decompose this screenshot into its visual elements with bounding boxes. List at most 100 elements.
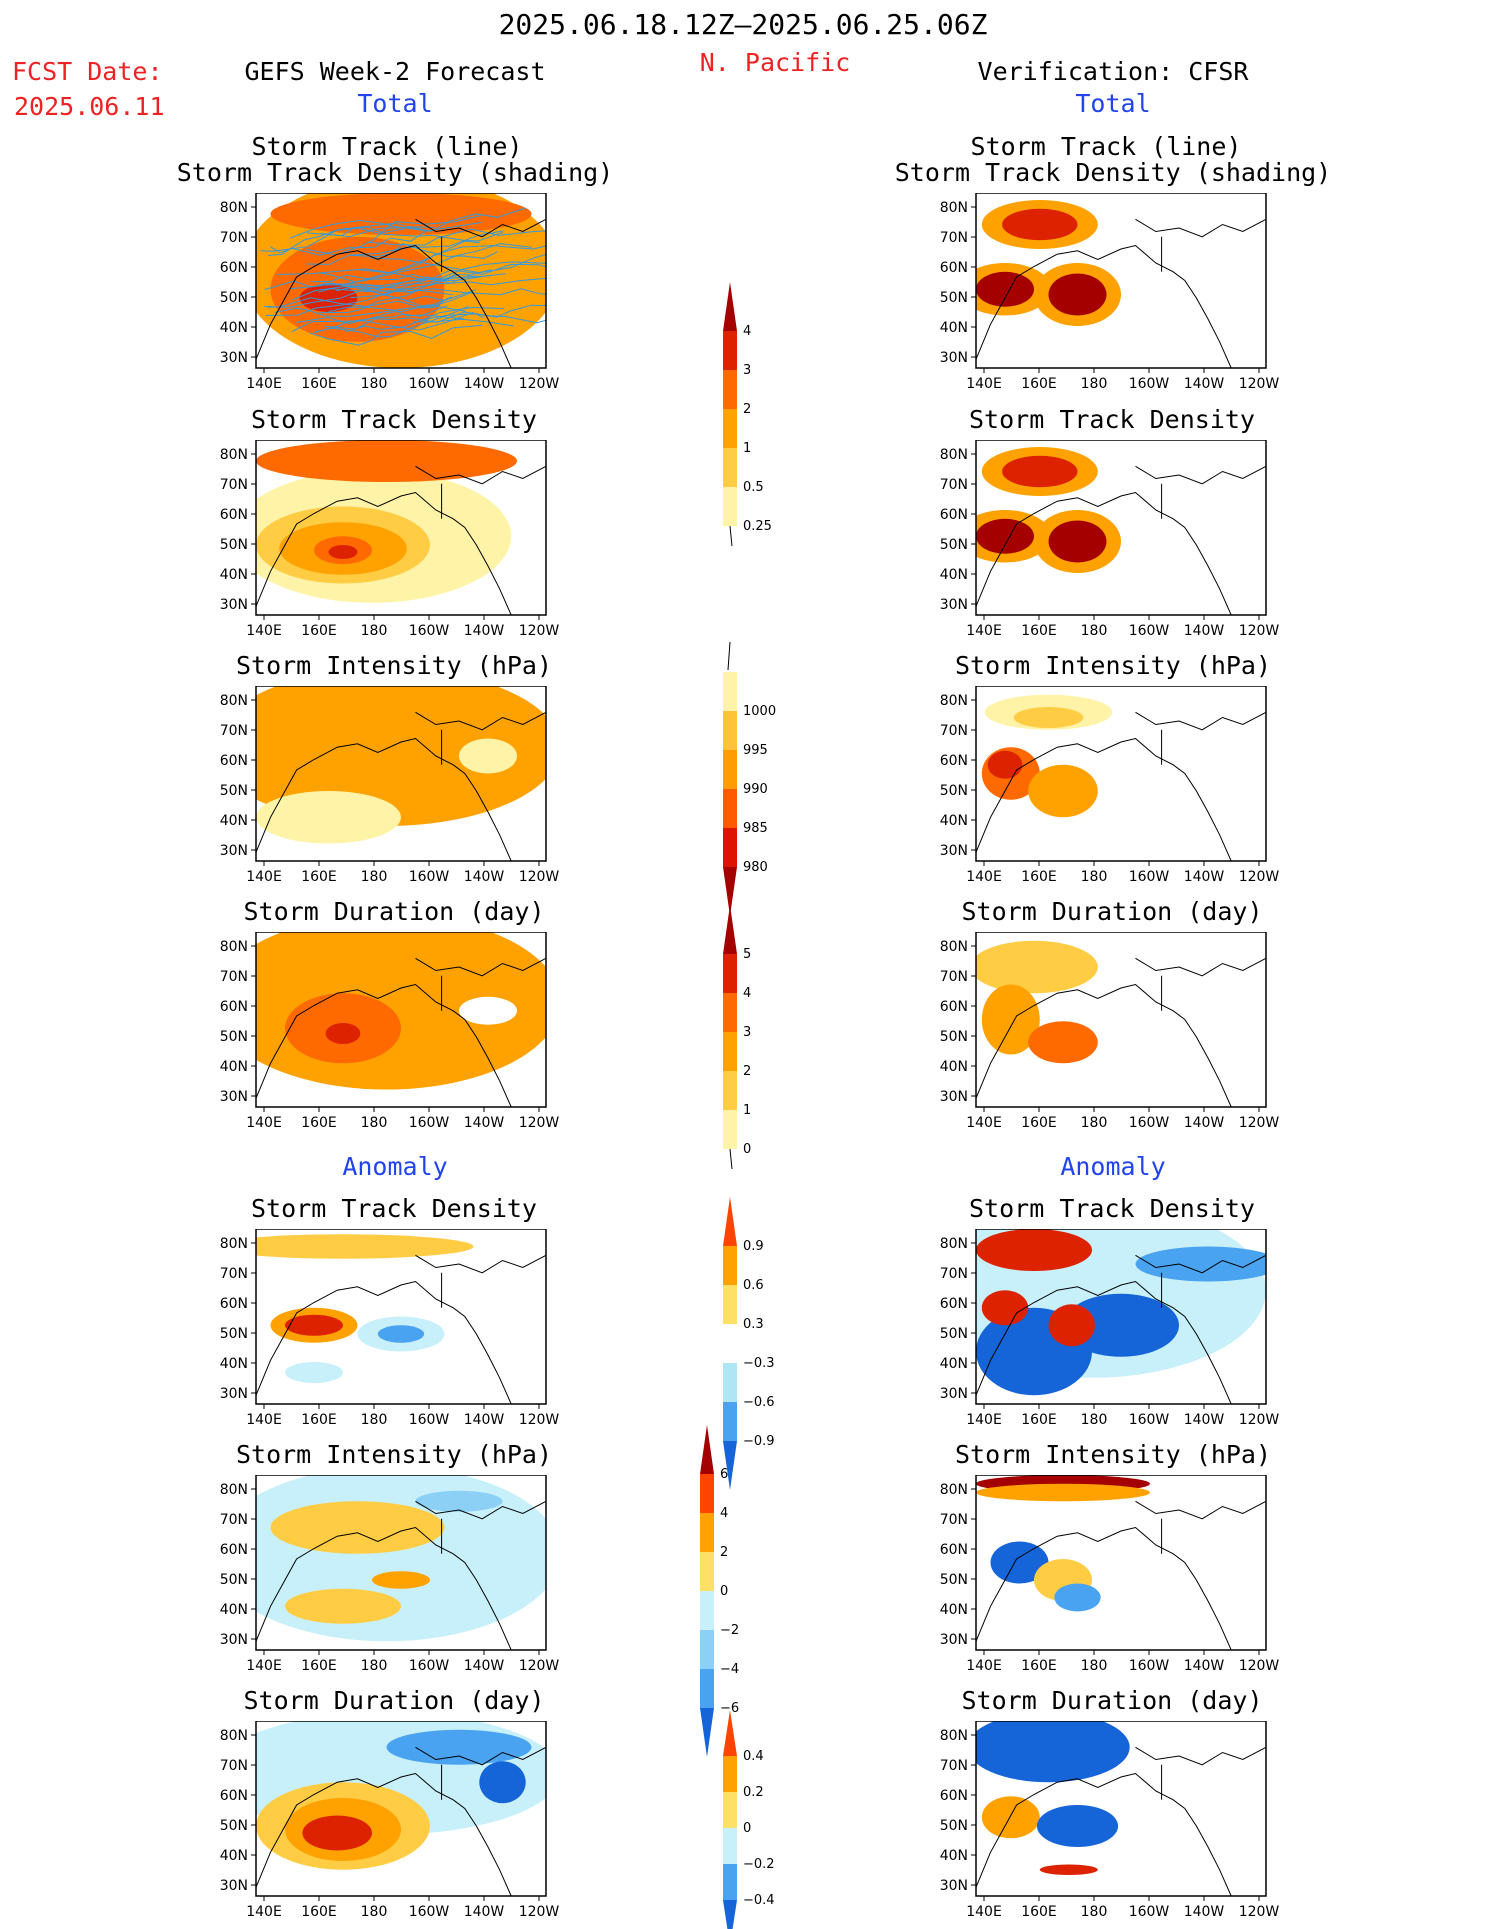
lon-tick-label: 180 (1081, 376, 1108, 392)
lon-tick-label: 160E (1021, 1412, 1057, 1428)
colorbar-swatch (723, 789, 737, 828)
lon-tick-label: 160E (1021, 869, 1057, 885)
map-panel-r3: 80N 70N 60N 50N 40N 30N 140E 160E 180 160W 140W 120… (916, 686, 1286, 891)
shading-region (982, 1796, 1040, 1838)
lat-tick-label: 50N (220, 783, 248, 799)
lon-tick-label: 160E (301, 376, 337, 392)
shading-region (1049, 1304, 1095, 1346)
lat-tick-label: 70N (220, 1266, 248, 1282)
lat-tick-label: 30N (220, 350, 248, 366)
date-range-title: 2025.06.18.12Z–2025.06.25.06Z (499, 8, 988, 41)
lat-tick-label: 30N (220, 843, 248, 859)
lon-tick-label: 180 (1081, 1115, 1108, 1131)
lon-tick-label: 120W (519, 869, 560, 885)
shading-region (459, 997, 517, 1025)
lat-tick-label: 40N (940, 1059, 968, 1075)
colorbar-label: −0.3 (743, 1356, 775, 1371)
lat-tick-label: 70N (220, 1758, 248, 1774)
colorbar-swatch (723, 409, 737, 448)
colorbar-swatch (700, 1708, 714, 1757)
lat-tick-label: 60N (220, 1542, 248, 1558)
shading-region (387, 1730, 532, 1765)
panel-title-l5: Storm Track Density (251, 1194, 537, 1223)
lon-tick-label: 160E (301, 1904, 337, 1920)
lat-tick-label: 80N (940, 1482, 968, 1498)
lon-tick-label: 140E (966, 1412, 1002, 1428)
colorbar-swatch (723, 672, 737, 711)
panel-title-l4: Storm Duration (day) (243, 897, 544, 926)
lat-tick-label: 60N (940, 1296, 968, 1312)
lat-tick-label: 50N (940, 1818, 968, 1834)
lat-tick-label: 80N (220, 1728, 248, 1744)
lat-tick-label: 80N (220, 939, 248, 955)
colorbar-swatch (723, 1246, 737, 1285)
lon-tick-label: 160W (409, 869, 450, 885)
colorbar-label: 6 (720, 1467, 728, 1482)
panel-title-r5: Storm Track Density (969, 1194, 1255, 1223)
shading-region (372, 1571, 430, 1589)
colorbar-label: 3 (743, 363, 751, 378)
lat-tick-label: 50N (940, 1326, 968, 1342)
panel-title-l1a: Storm Track (line) (252, 132, 523, 161)
colorbar-swatch (723, 954, 737, 993)
lon-tick-label: 160W (409, 1115, 450, 1131)
shading-region (1014, 707, 1084, 728)
shading-region (285, 1362, 343, 1383)
shading-region (256, 440, 517, 482)
panel-title-r1b: Storm Track Density (shading) (895, 158, 1332, 187)
colorbar-swatch (700, 1591, 714, 1630)
panel-title-l7: Storm Duration (day) (243, 1686, 544, 1715)
lon-tick-label: 140E (246, 1904, 282, 1920)
map-panel-r6: 80N 70N 60N 50N 40N 30N 140E 160E 180 160W 140W 120… (916, 1475, 1286, 1680)
lon-tick-label: 160W (1129, 1115, 1170, 1131)
lat-tick-label: 50N (220, 1572, 248, 1588)
colorbar-label: 2 (720, 1545, 728, 1560)
lat-tick-label: 50N (220, 1818, 248, 1834)
map-panel-l3: 80N 70N 60N 50N 40N 30N 140E 160E 180 160W 140W 120… (196, 686, 566, 891)
lat-tick-label: 40N (220, 1356, 248, 1372)
colorbar-intensity-total: 1000 995 990 985 980 (723, 642, 783, 896)
lat-tick-label: 70N (940, 1266, 968, 1282)
colorbar-duration-total: 543210 (723, 885, 783, 1179)
lon-tick-label: 180 (361, 1412, 388, 1428)
lon-tick-label: 120W (1239, 1412, 1280, 1428)
colorbar-swatch (700, 1513, 714, 1552)
colorbar-swatch (700, 1630, 714, 1669)
lon-tick-label: 140W (464, 623, 505, 639)
lat-tick-label: 60N (220, 507, 248, 523)
lon-tick-label: 160W (1129, 1412, 1170, 1428)
lon-tick-label: 120W (1239, 869, 1280, 885)
colorbar-swatch (723, 370, 737, 409)
colorbar-swatch (723, 1285, 737, 1324)
lat-tick-label: 50N (940, 783, 968, 799)
colorbar-density-total: 4 3 2 1 0.5 0.25 (723, 262, 783, 556)
lat-tick-label: 30N (220, 597, 248, 613)
fcst-date-value: 2025.06.11 (14, 92, 165, 121)
colorbar-swatch (723, 711, 737, 750)
lon-tick-label: 140E (246, 623, 282, 639)
map-panel-r1: 80N 70N 60N 50N 40N 30N 140E 160E 180 160W 140W 120… (916, 193, 1286, 398)
lat-tick-label: 50N (220, 1029, 248, 1045)
lon-tick-label: 160W (1129, 623, 1170, 639)
lon-tick-label: 120W (1239, 1904, 1280, 1920)
shading-region (1037, 1805, 1118, 1847)
lat-tick-label: 80N (940, 447, 968, 463)
panel-title-r1a: Storm Track (line) (971, 132, 1242, 161)
lon-tick-label: 140W (1184, 1412, 1225, 1428)
left-anomaly-label: Anomaly (342, 1152, 447, 1181)
colorbar-swatch (723, 828, 737, 867)
lat-tick-label: 70N (220, 969, 248, 985)
lon-tick-label: 140E (246, 869, 282, 885)
lat-tick-label: 30N (220, 1632, 248, 1648)
lat-tick-label: 40N (220, 1059, 248, 1075)
shading-region (1054, 1584, 1100, 1612)
lat-tick-label: 30N (220, 1878, 248, 1894)
arctic-coastline (416, 1255, 547, 1273)
lon-tick-label: 140W (464, 1658, 505, 1674)
lon-tick-label: 180 (361, 1904, 388, 1920)
colorbar-label: 980 (743, 860, 768, 875)
lat-tick-label: 50N (220, 537, 248, 553)
lon-tick-label: 140W (1184, 1658, 1225, 1674)
panel-title-r3: Storm Intensity (hPa) (955, 651, 1271, 680)
lat-tick-label: 50N (940, 537, 968, 553)
